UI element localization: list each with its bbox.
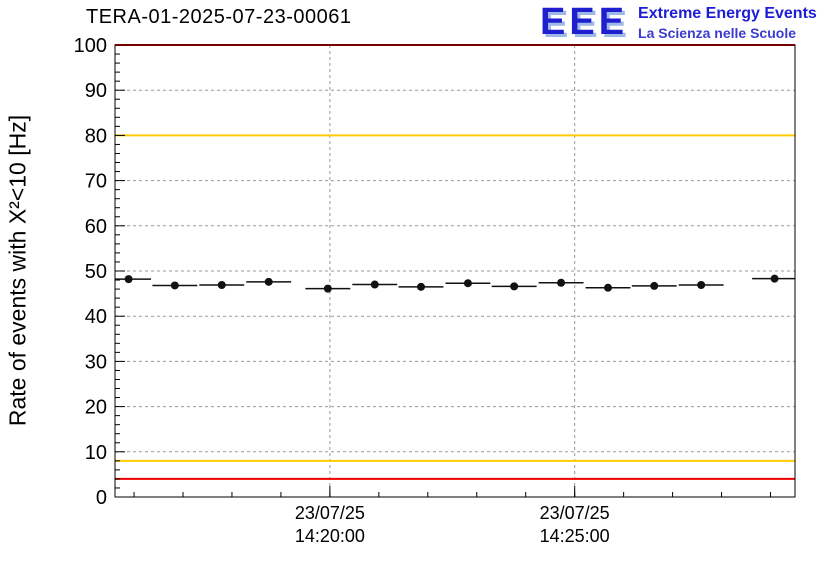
data-point — [217, 281, 226, 290]
y-tick-label: 30 — [85, 351, 107, 373]
y-tick-label: 10 — [85, 442, 107, 464]
y-tick-label: 90 — [85, 80, 107, 102]
eee-logo: EEE Extreme Energy Events La Scienza nel… — [540, 2, 817, 42]
data-point — [650, 281, 659, 290]
eee-logo-line1: Extreme Energy Events — [638, 5, 817, 22]
data-point — [124, 275, 133, 284]
y-tick-label: 50 — [85, 261, 107, 283]
chart-title: TERA-01-2025-07-23-00061 — [86, 6, 352, 28]
data-point — [770, 274, 779, 283]
x-tick-date: 23/07/25 — [539, 503, 610, 523]
y-tick-label: 60 — [85, 216, 107, 238]
data-point — [170, 281, 179, 290]
data-point — [370, 280, 379, 289]
data-point — [463, 279, 472, 288]
x-tick-time: 14:25:00 — [539, 526, 610, 546]
y-tick-label: 80 — [85, 125, 107, 147]
y-tick-label: 20 — [85, 397, 107, 419]
y-tick-label: 70 — [85, 171, 107, 193]
eee-logo-text: Extreme Energy Events La Scienza nelle S… — [638, 2, 817, 42]
x-tick-label: 23/07/25 14:20:00 — [260, 502, 400, 548]
data-point — [417, 282, 425, 291]
data-point — [557, 278, 566, 287]
y-tick-label: 100 — [74, 35, 107, 57]
data-point — [323, 284, 332, 293]
data-point — [697, 281, 706, 290]
x-tick-time: 14:20:00 — [294, 526, 365, 546]
data-point — [604, 283, 612, 292]
x-tick-label: 23/07/25 14:25:00 — [505, 502, 645, 548]
y-tick-label: 0 — [96, 487, 107, 509]
y-axis-label: Rate of events with X²<10 [Hz] — [4, 114, 31, 427]
x-tick-date: 23/07/25 — [294, 503, 365, 523]
data-point — [510, 282, 519, 291]
eee-logo-line2: La Scienza nelle Scuole — [638, 25, 796, 41]
y-tick-label: 40 — [85, 306, 107, 328]
eee-logo-acronym: EEE — [540, 1, 629, 43]
data-point — [264, 277, 273, 286]
